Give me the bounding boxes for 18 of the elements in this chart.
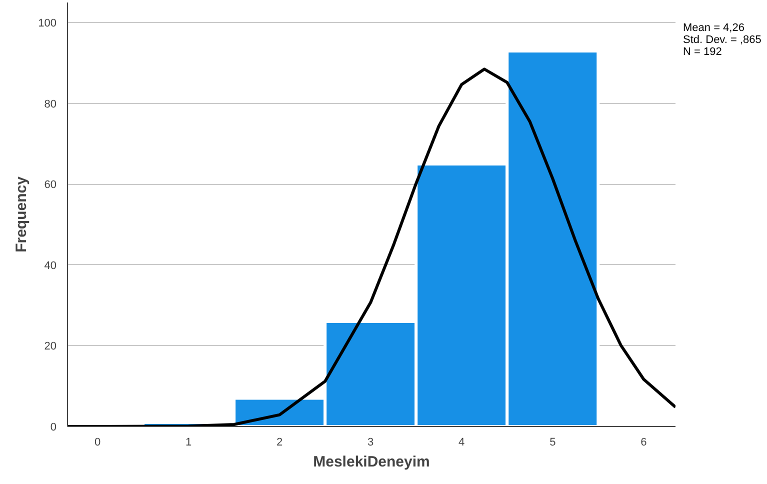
x-axis-title: MeslekiDeneyim <box>313 454 430 470</box>
y-axis-title: Frequency <box>13 176 30 252</box>
y-tick-label: 60 <box>44 179 57 192</box>
y-tick-label: 80 <box>44 98 57 110</box>
x-tick-label: 1 <box>185 436 192 448</box>
x-tick-label: 0 <box>94 436 101 448</box>
x-tick-label: 4 <box>458 436 465 448</box>
text: Std. Dev. = ,865 <box>683 34 762 46</box>
x-tick-label: 2 <box>276 436 283 448</box>
y-tick-label: 0 <box>50 422 57 434</box>
y-tick-label: 100 <box>38 18 57 30</box>
x-tick-label: 3 <box>368 436 374 448</box>
x-tick-label: 5 <box>550 436 556 448</box>
x-tick-label: 6 <box>640 436 647 448</box>
text: Mean = 4,26 <box>683 22 744 34</box>
y-tick-label: 40 <box>44 260 57 272</box>
y-tick-label: 20 <box>44 340 57 353</box>
text: N = 192 <box>683 46 722 58</box>
